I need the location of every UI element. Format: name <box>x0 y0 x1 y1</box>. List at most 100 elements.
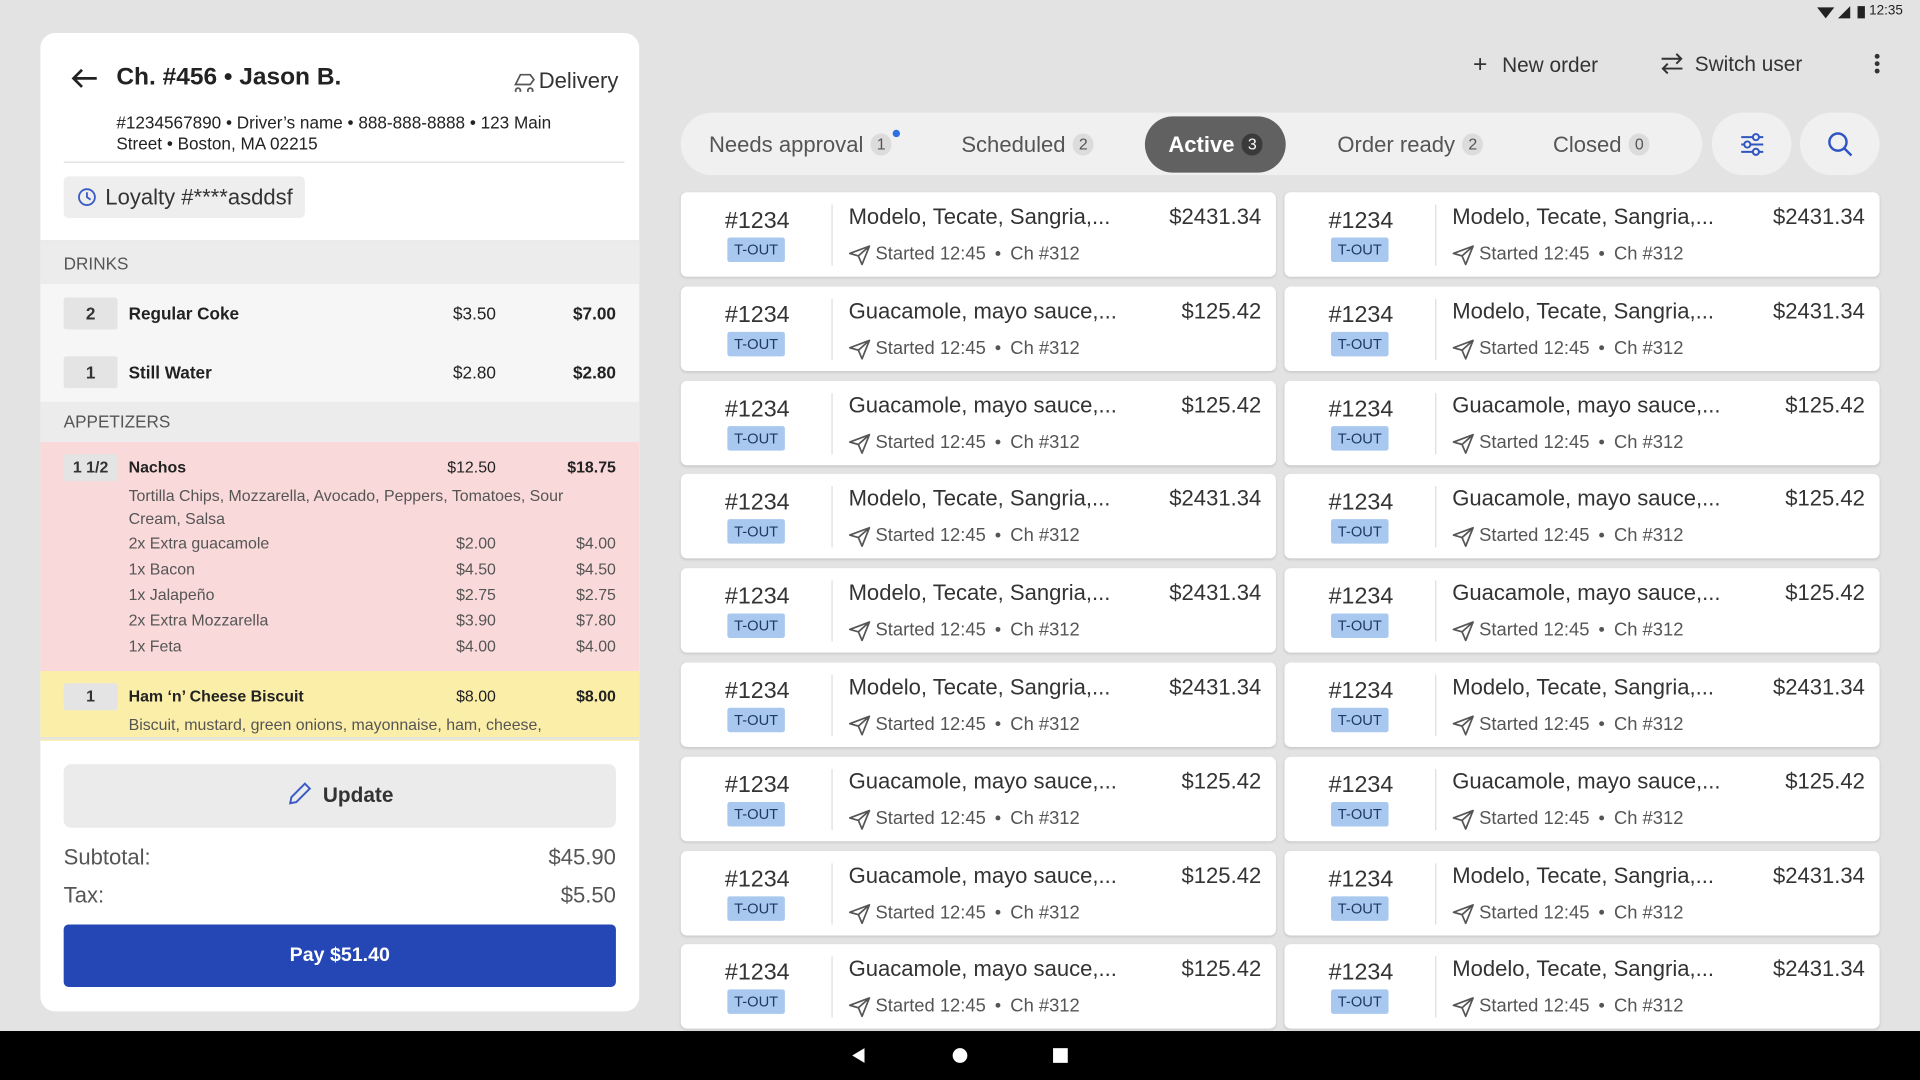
item-price: $2.80 <box>453 362 496 383</box>
loyalty-chip[interactable]: Loyalty #****asddsf <box>63 176 306 218</box>
order-card[interactable]: #1234 T-OUT Modelo, Tecate, Sangria,... $24… <box>680 662 1276 747</box>
check-number: Ch #312 <box>1613 337 1684 359</box>
new-order-label: New order <box>1502 53 1599 78</box>
separator-dot <box>995 345 1001 350</box>
order-card[interactable]: #1234 T-OUT Guacamole, mayo sauce,... $125.… <box>680 286 1276 371</box>
tab[interactable]: Order ready 2 <box>1319 116 1502 172</box>
order-card[interactable]: #1234 T-OUT Modelo, Tecate, Sangria,... $24… <box>680 474 1276 559</box>
order-tag: T-OUT <box>1331 331 1389 357</box>
menu-button[interactable] <box>1873 53 1880 75</box>
modifier-name: 1x Bacon <box>128 559 195 578</box>
order-tag: T-OUT <box>727 895 785 921</box>
tab-count: 1 <box>870 132 892 155</box>
tab-count: 3 <box>1241 132 1263 155</box>
tab[interactable]: Closed 0 <box>1535 116 1669 172</box>
order-item[interactable]: 1 Still Water $2.80 $2.80 <box>40 342 640 402</box>
loyalty-text: Loyalty #****asddsf <box>105 184 293 210</box>
send-icon <box>1452 621 1474 642</box>
divider <box>1435 580 1437 642</box>
new-order-button[interactable]: + New order <box>1473 51 1599 79</box>
order-card[interactable]: #1234 T-OUT Modelo, Tecate, Sangria,... $24… <box>1284 286 1880 371</box>
order-card[interactable]: #1234 T-OUT Guacamole, mayo sauce,... $125.… <box>680 380 1276 465</box>
search-button[interactable] <box>1800 112 1880 176</box>
order-card[interactable]: #1234 T-OUT Guacamole, mayo sauce,... $125.… <box>1284 474 1880 559</box>
order-card[interactable]: #1234 T-OUT Guacamole, mayo sauce,... $125.… <box>680 756 1276 841</box>
separator-dot <box>1599 815 1605 821</box>
divider <box>1435 392 1437 454</box>
back-button[interactable] <box>71 67 98 89</box>
order-number: #1234 <box>724 490 790 516</box>
order-tag: T-OUT <box>1331 801 1389 827</box>
order-total: $125.42 <box>1785 768 1865 794</box>
order-card[interactable]: #1234 T-OUT Guacamole, mayo sauce,... $125.… <box>1284 756 1880 841</box>
send-icon <box>848 527 871 548</box>
tab[interactable]: Active 3 <box>1145 115 1286 173</box>
order-status: Started 12:45 Ch #312 <box>876 526 1080 547</box>
order-card[interactable]: #1234 T-OUT Modelo, Tecate, Sangria,... $24… <box>1284 850 1880 936</box>
order-status: Started 12:45 Ch #312 <box>1479 714 1683 735</box>
order-total: $125.42 <box>1785 486 1865 512</box>
tab-count: 2 <box>1462 132 1484 155</box>
separator-dot <box>995 439 1001 444</box>
delivery-icon <box>514 73 535 92</box>
order-card[interactable]: #1234 T-OUT Modelo, Tecate, Sangria,... $24… <box>1284 944 1880 1030</box>
order-card[interactable]: #1234 T-OUT Modelo, Tecate, Sangria,... $24… <box>1284 662 1880 747</box>
tab[interactable]: Needs approval 1 <box>691 116 910 172</box>
order-items: DRINKS 2 Regular Coke $3.50 $7.00 1 Still Wate… <box>40 240 640 741</box>
order-status: Started 12:45 Ch #312 <box>1479 338 1683 359</box>
divider <box>831 956 833 1019</box>
notification-dot <box>892 129 901 137</box>
tab[interactable]: Scheduled 2 <box>943 116 1112 172</box>
order-card[interactable]: #1234 T-OUT Modelo, Tecate, Sangria,... $24… <box>680 192 1276 277</box>
item-row: 2 Regular Coke $3.50 $7.00 <box>40 297 639 330</box>
order-card[interactable]: #1234 T-OUT Guacamole, mayo sauce,... $125.… <box>1284 380 1880 465</box>
update-button[interactable]: Update <box>63 764 616 828</box>
started-time: Started 12:45 <box>875 901 986 923</box>
divider <box>1435 862 1437 924</box>
order-card[interactable]: #1234 T-OUT Modelo, Tecate, Sangria,... $24… <box>680 568 1276 653</box>
divider <box>1435 956 1437 1019</box>
order-number: #1234 <box>1328 678 1394 705</box>
send-icon <box>1452 527 1474 548</box>
modifier-row: 1x Bacon $4.50 $4.50 <box>40 556 639 582</box>
started-time: Started 12:45 <box>875 807 986 829</box>
send-icon <box>848 433 871 454</box>
send-icon <box>848 997 871 1018</box>
order-card[interactable]: #1234 T-OUT Modelo, Tecate, Sangria,... $24… <box>1284 192 1880 277</box>
pencil-icon <box>288 782 311 805</box>
order-item[interactable]: 1 1/2 Nachos $12.50 $18.75 Tortilla Chips, M… <box>40 442 640 672</box>
divider <box>1435 486 1437 548</box>
modifier-name: 2x Extra guacamole <box>128 533 270 553</box>
check-panel: Ch. #456 • Jason B. Delivery #1234567890… <box>40 33 640 1012</box>
order-card[interactable]: #1234 T-OUT Guacamole, mayo sauce,... $125.… <box>680 944 1276 1030</box>
filter-button[interactable] <box>1711 112 1792 176</box>
nav-buttons[interactable] <box>850 1046 1070 1066</box>
order-number: #1234 <box>724 302 790 328</box>
order-status: Started 12:45 Ch #312 <box>876 620 1080 641</box>
item-qty: 1 <box>63 356 118 389</box>
check-number: Ch #312 <box>1613 901 1684 923</box>
order-number: #1234 <box>724 584 790 611</box>
order-items: Guacamole, mayo sauce,... <box>1452 392 1721 418</box>
order-card[interactable]: #1234 T-OUT Guacamole, mayo sauce,... $125.… <box>1284 568 1880 653</box>
order-number: #1234 <box>1328 302 1394 328</box>
tab-count: 0 <box>1628 132 1650 155</box>
modifier-price: $4.50 <box>456 559 496 578</box>
send-icon <box>848 715 871 736</box>
separator-dot <box>1599 251 1605 256</box>
send-icon <box>1452 433 1474 454</box>
order-item[interactable]: 1 Ham ‘n’ Cheese Biscuit $8.00 $8.00 Biscuit… <box>40 671 640 741</box>
modifier-price: $4.00 <box>456 636 496 656</box>
order-status: Started 12:45 Ch #312 <box>876 996 1080 1017</box>
order-total: $125.42 <box>1181 298 1262 324</box>
check-number: Ch #312 <box>1010 337 1080 359</box>
order-card[interactable]: #1234 T-OUT Guacamole, mayo sauce,... $125.… <box>680 850 1276 936</box>
order-item[interactable]: 2 Regular Coke $3.50 $7.00 <box>40 284 640 343</box>
divider <box>1435 768 1437 830</box>
modifier-price: $3.90 <box>456 611 496 630</box>
pay-button[interactable]: Pay $51.40 <box>63 924 616 987</box>
check-number: Ch #312 <box>1613 243 1684 265</box>
divider <box>1435 298 1437 360</box>
switch-user-button[interactable]: Switch user <box>1659 51 1802 77</box>
